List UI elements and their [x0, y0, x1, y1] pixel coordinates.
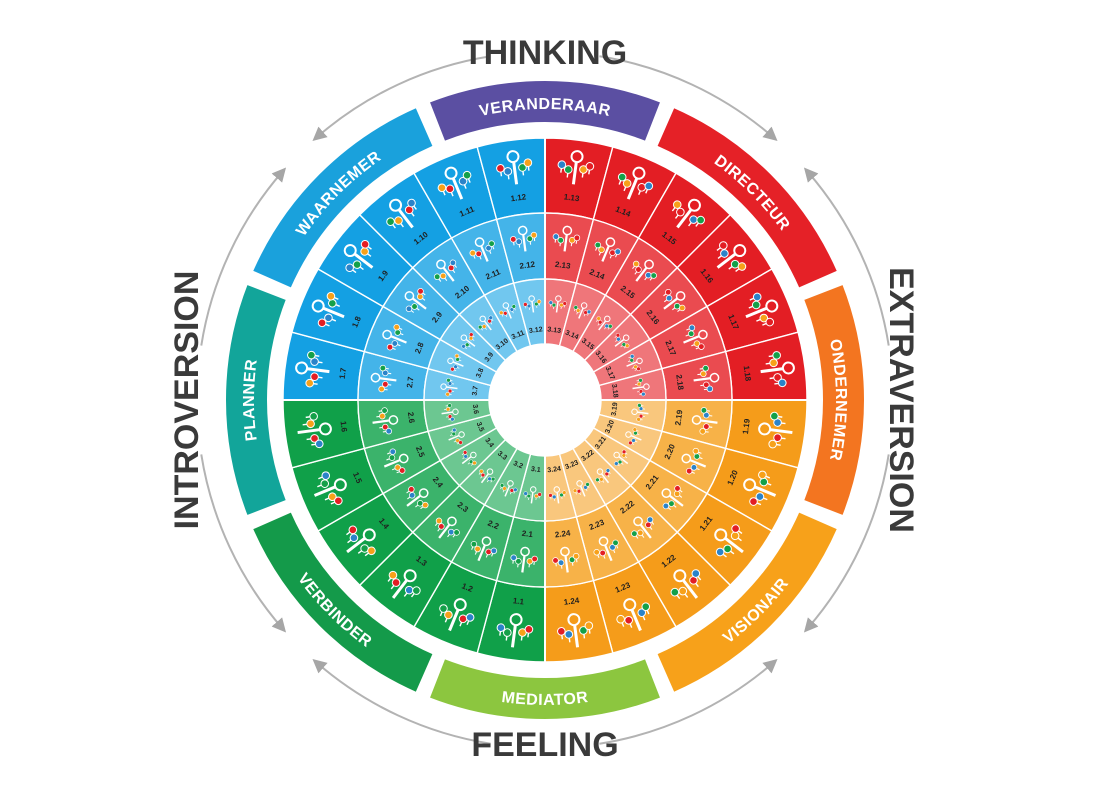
cell-label: 3.7 [472, 385, 480, 396]
cell-label: 2.1 [521, 529, 534, 539]
cell-label: 3.6 [471, 404, 479, 415]
axis-label-bottom: FEELING [471, 726, 618, 764]
cell-label: 2.7 [405, 376, 415, 389]
axis-label-left: INTROVERSION [168, 271, 206, 530]
axis-label-right: EXTRAVERSION [882, 267, 920, 533]
cell-label: 2.6 [406, 412, 416, 425]
cell-label: 1.7 [338, 367, 348, 380]
cell-label: 1.1 [512, 596, 525, 606]
cell-label: 3.1 [530, 466, 541, 474]
type-segment-mediator [429, 658, 661, 720]
center-hole [489, 344, 601, 456]
axis-label-top: THINKING [463, 34, 627, 72]
cell-label: 1.6 [338, 420, 348, 433]
